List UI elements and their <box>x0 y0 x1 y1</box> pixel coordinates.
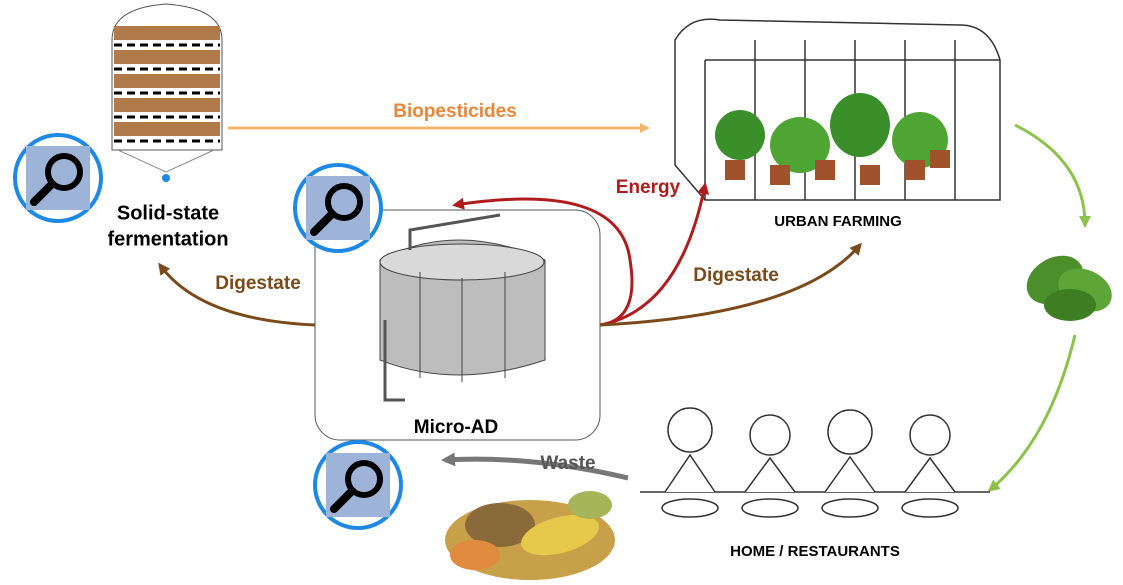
food-waste <box>445 491 615 580</box>
node-label: Micro-AD <box>414 417 498 438</box>
edge-label: Waste <box>540 453 595 474</box>
basil-leaves <box>1018 246 1119 321</box>
plants <box>715 93 950 185</box>
magnifier-icon <box>15 135 101 221</box>
edge-label: Biopesticides <box>393 101 517 122</box>
edge-label: Digestate <box>215 273 301 294</box>
node-label: HOME / RESTAURANTS <box>730 543 900 560</box>
edge-label: Digestate <box>693 265 779 286</box>
people-at-table <box>640 408 990 517</box>
node-label: URBAN FARMING <box>774 213 902 230</box>
magnifier-icon <box>295 165 381 251</box>
diagram: Solid-state fermentation Biopesticides U… <box>0 0 1123 585</box>
node-label: fermentation <box>107 228 228 250</box>
arrow <box>990 335 1075 490</box>
edge-label: Energy <box>616 177 681 198</box>
ssf-reactor <box>112 4 222 182</box>
arrow <box>1015 125 1085 225</box>
node-label: Solid-state <box>117 202 219 224</box>
magnifier-icon <box>315 442 401 528</box>
arrow <box>600 185 705 325</box>
arrow <box>445 459 628 478</box>
page: Solid-state fermentation Biopesticides U… <box>0 0 1123 585</box>
